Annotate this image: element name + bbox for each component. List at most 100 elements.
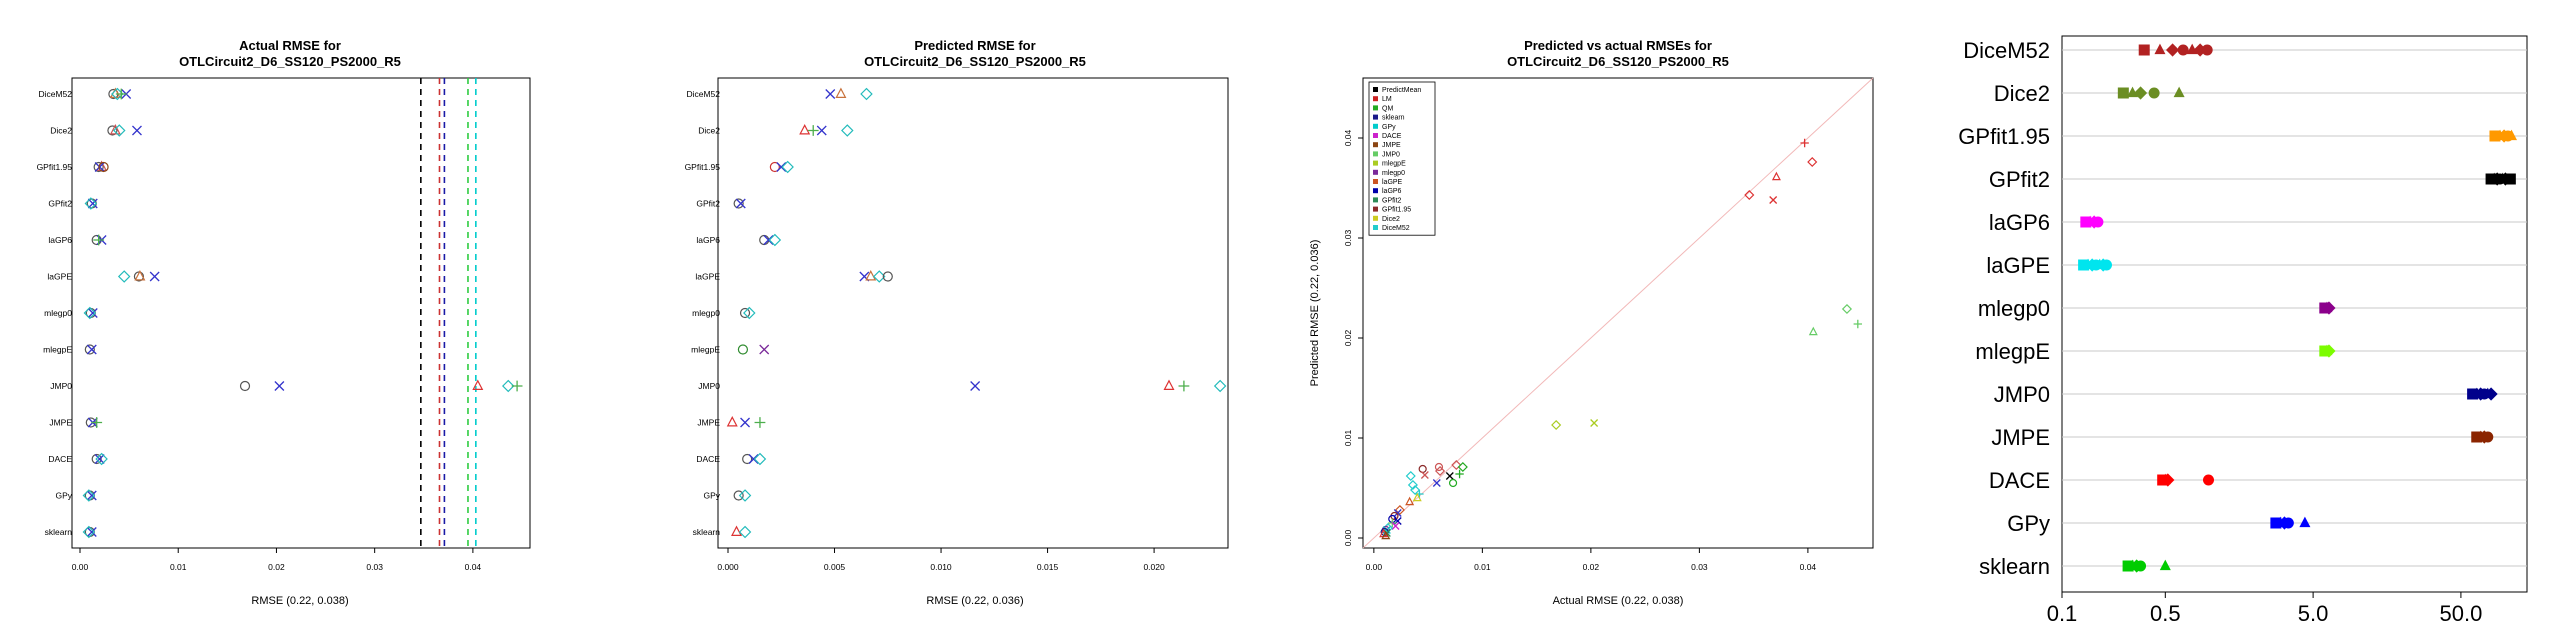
category-label: mlegp0 <box>692 308 720 318</box>
data-point <box>2165 43 2180 57</box>
data-point <box>115 88 127 100</box>
data-point <box>743 306 756 320</box>
x-ticks: 0.1 0.5 5.0 50.0 <box>2047 592 2482 626</box>
data-point <box>2270 517 2282 529</box>
data-point <box>1808 326 1818 336</box>
data-point <box>2161 473 2175 487</box>
category-label: DiceM52 <box>686 89 720 99</box>
x-tick-label: 0.005 <box>824 562 846 572</box>
data-point <box>87 198 98 209</box>
data-point <box>91 417 103 428</box>
x-axis-label: RMSE (0.22, 0.036) <box>926 595 1023 607</box>
data-point <box>1405 470 1416 482</box>
x-tick-label: 5.0 <box>2298 601 2329 626</box>
category-label: GPfit1.95 <box>685 162 721 172</box>
grid-lines <box>2062 49 2527 567</box>
data-point <box>769 161 780 173</box>
data-point <box>86 344 97 355</box>
data-point <box>2484 387 2498 401</box>
legend-label: PredictMean <box>1382 87 1421 94</box>
x-tick-label: 0.03 <box>366 562 383 572</box>
y-tick-label: 0.02 <box>1343 329 1353 346</box>
data-point <box>2080 216 2092 228</box>
data-point <box>2282 517 2294 529</box>
data-point <box>239 380 251 392</box>
category-label: mlegp0 <box>44 308 72 318</box>
legend-swatch <box>1373 169 1378 175</box>
category-label: JMPE <box>49 418 72 428</box>
legend-box <box>1368 81 1436 236</box>
data-point <box>1412 492 1422 502</box>
identity-line <box>1362 77 1874 549</box>
legend-swatch <box>1373 96 1378 102</box>
category-label: laGPE <box>47 272 72 282</box>
x-tick-label: 0.01 <box>1474 562 1491 572</box>
data-point <box>735 198 746 209</box>
data-point <box>781 160 794 174</box>
category-label: sklearn <box>45 527 73 537</box>
data-point <box>731 525 743 536</box>
data-point <box>2471 431 2483 443</box>
x-tick-label: 0.015 <box>1037 562 1059 572</box>
data-point <box>776 162 787 172</box>
data-point <box>2506 129 2518 141</box>
data-point <box>882 271 893 282</box>
chart-title-line1: Predicted vs actual RMSEs for <box>1524 38 1712 53</box>
reference-lines <box>420 78 477 548</box>
legend-swatch <box>1373 188 1378 194</box>
x-tick-label: 0.03 <box>1691 562 1708 572</box>
legend-swatch <box>1373 215 1378 221</box>
data-point <box>2203 474 2215 486</box>
data-point <box>2092 216 2104 228</box>
category-label: GPy <box>55 491 72 501</box>
category-label: mlegp0 <box>1978 296 2050 321</box>
legend-swatch <box>1373 142 1378 148</box>
data-point <box>1434 462 1444 472</box>
category-label: mlegpE <box>1975 339 2050 364</box>
category-labels: DiceM52 Dice2 GPfit1.95 GPfit2 laGP6 laGPE mle… <box>685 89 721 537</box>
pred-vs-actual-chart: Predicted vs actual RMSEs for OTLCircuit… <box>1309 38 1874 607</box>
x-tick-label: 0.020 <box>1143 562 1165 572</box>
legend-swatch <box>1373 133 1378 138</box>
legend-swatch <box>1373 105 1378 111</box>
category-label: GPfit2 <box>48 199 72 209</box>
data-point <box>1405 496 1415 506</box>
data-point <box>1457 461 1468 473</box>
data-point <box>754 417 766 428</box>
legend-label: LM <box>1382 96 1392 103</box>
data-point <box>835 87 847 98</box>
category-label: DACE <box>48 454 72 464</box>
category-label: laGP6 <box>1989 210 2050 235</box>
axis-ticks: 0.00 0.01 0.02 0.03 0.04 0.00 0.01 0.02 0.03 0.04 <box>1343 129 1816 572</box>
data-point <box>2127 86 2139 98</box>
data-point <box>860 87 873 101</box>
data-point <box>738 489 752 502</box>
data-point <box>2148 87 2160 99</box>
legend-label: DiceM52 <box>1382 225 1410 232</box>
legend-label: JMPE <box>1382 142 1401 149</box>
data-point <box>2489 130 2501 142</box>
data-point <box>1418 464 1427 474</box>
data-point <box>1393 509 1402 517</box>
data-point <box>2173 86 2185 98</box>
data-point <box>83 306 97 320</box>
category-label: Dice2 <box>1994 81 2050 106</box>
category-label: laGPE <box>695 272 720 282</box>
legend-swatch <box>1373 179 1378 184</box>
category-label: laGP6 <box>696 235 720 245</box>
category-label: JMP0 <box>698 381 720 391</box>
x-ticks: 0.00 0.01 0.02 0.03 0.04 <box>72 548 481 572</box>
x-tick-label: 0.02 <box>1583 562 1600 572</box>
x-tick-label: 0.010 <box>930 562 952 572</box>
x-tick-label: 0.00 <box>1366 562 1383 572</box>
y-tick-label: 0.01 <box>1343 429 1353 446</box>
x-tick-label: 50.0 <box>2439 601 2482 626</box>
plot-frame <box>2061 35 2528 593</box>
category-label: GPfit2 <box>696 199 720 209</box>
legend-swatch <box>1373 206 1378 212</box>
x-tick-label: 0.02 <box>268 562 285 572</box>
data-point <box>2122 560 2134 572</box>
x-tick-label: 0.5 <box>2150 601 2181 626</box>
data-point <box>109 124 121 135</box>
